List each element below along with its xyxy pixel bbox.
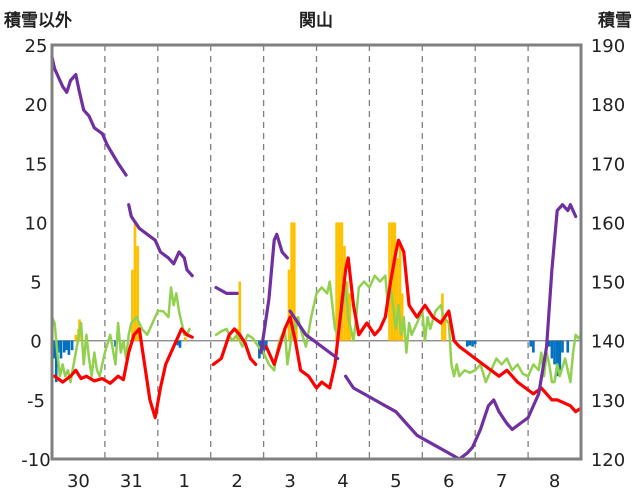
precipitation-bar [337, 222, 341, 341]
precipitation-bar [287, 269, 291, 341]
precipitation-bar [238, 281, 242, 341]
precipitation-bars [53, 222, 570, 383]
left-axis-title: 積雪以外 [4, 10, 72, 31]
right-tick-label: 180 [591, 95, 625, 116]
x-tick-label: 8 [549, 471, 560, 492]
precipitation-bar [178, 340, 182, 348]
precipitation-bar [468, 340, 472, 346]
precipitation-bar [558, 340, 562, 371]
snow-depth-line [259, 232, 289, 355]
green-series-line [50, 286, 191, 384]
left-tick-label: 0 [30, 332, 41, 353]
left-tick-label: 15 [25, 154, 48, 175]
right-tick-label: 170 [591, 154, 625, 175]
precipitation-bar [59, 340, 63, 359]
precipitation-bar [340, 222, 344, 341]
precipitation-bar [53, 340, 56, 359]
x-tick-label: 3 [284, 471, 295, 492]
precipitation-bar [290, 222, 293, 341]
precipitation-bar [54, 340, 58, 383]
snow-depth-line [127, 203, 194, 278]
precipitation-bar [183, 337, 187, 341]
x-tick-label: 5 [390, 471, 401, 492]
right-tick-label: 140 [591, 332, 625, 353]
precipitation-bar [532, 340, 535, 353]
right-axis-title: 積雪 [598, 10, 632, 31]
precipitation-bar [133, 222, 137, 341]
precipitation-bar [550, 340, 554, 359]
precipitation-bar [70, 340, 74, 351]
precipitation-bar [566, 340, 570, 353]
precipitation-bar [136, 246, 140, 341]
precipitation-bar [555, 340, 559, 377]
x-tick-label: 31 [120, 471, 143, 492]
precipitation-bar [471, 340, 474, 347]
grid [52, 45, 581, 459]
precipitation-bar [396, 257, 399, 341]
left-tick-label: -5 [27, 391, 45, 412]
tick-labels: -10-505101520251201301401501601701801903… [21, 36, 625, 492]
precipitation-bar [65, 340, 69, 351]
temperature-line [53, 327, 194, 420]
precipitation-bar [561, 340, 564, 353]
chart-title: 関山 [299, 11, 333, 31]
precipitation-bar [400, 293, 404, 341]
right-tick-label: 160 [591, 213, 625, 234]
x-tick-label: 4 [337, 471, 348, 492]
left-tick-label: 10 [25, 213, 48, 234]
right-tick-label: 190 [591, 36, 625, 57]
series-lines [50, 55, 583, 461]
precipitation-bar [292, 222, 296, 341]
precipitation-bar [74, 334, 78, 341]
precipitation-bar [393, 222, 397, 341]
x-tick-label: 1 [179, 471, 190, 492]
precipitation-bar [473, 340, 477, 345]
precipitation-bar [398, 246, 402, 341]
left-tick-label: 20 [25, 95, 48, 116]
x-tick-label: 30 [67, 471, 90, 492]
right-tick-label: 120 [591, 450, 625, 471]
precipitation-bar [443, 317, 447, 341]
snow-depth-line [50, 55, 128, 177]
snow-depth-line [288, 309, 340, 361]
precipitation-bar [547, 340, 551, 347]
precipitation-bar [262, 340, 265, 355]
temperature-line [264, 238, 583, 414]
precipitation-bar [465, 340, 469, 347]
left-tick-label: 25 [25, 36, 48, 57]
left-tick-label: 5 [30, 273, 41, 294]
x-tick-label: 6 [443, 471, 454, 492]
green-series-line [214, 274, 583, 384]
x-tick-label: 2 [231, 471, 242, 492]
precipitation-bar [335, 222, 338, 341]
plot-frame [50, 43, 583, 461]
precipitation-bar [348, 293, 352, 341]
left-tick-label: -10 [21, 450, 50, 471]
precipitation-bar [529, 340, 533, 347]
right-tick-label: 130 [591, 391, 625, 412]
precipitation-bar [553, 340, 556, 365]
precipitation-bar [131, 269, 134, 341]
precipitation-bar [114, 340, 117, 347]
snow-depth-line [214, 285, 239, 295]
snow-depth-line [344, 203, 578, 461]
precipitation-bar [57, 340, 60, 353]
precipitation-bar [67, 340, 71, 355]
x-tick-label: 7 [496, 471, 507, 492]
temperature-line [211, 327, 258, 366]
right-tick-label: 150 [591, 273, 625, 294]
precipitation-bar [62, 340, 66, 353]
precipitation-bar [176, 340, 180, 346]
